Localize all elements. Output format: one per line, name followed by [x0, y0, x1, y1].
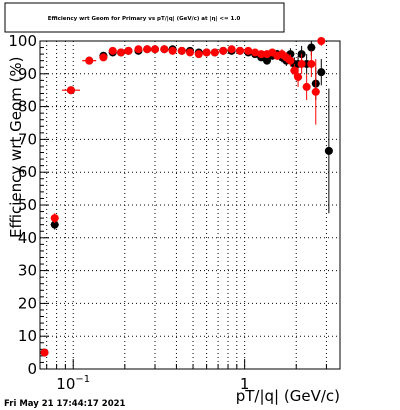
y-axis-title: Efficiency wrt Geom (%) — [7, 57, 25, 238]
data-point — [177, 46, 186, 55]
y-tick-label: 100 — [8, 32, 37, 50]
chart-title: Efficiency wrt Geom for Primary vs pT/|q… — [48, 16, 241, 22]
data-point — [307, 43, 316, 52]
data-point — [210, 48, 219, 57]
data-point — [50, 220, 59, 229]
data-point — [317, 68, 326, 77]
data-point — [257, 50, 266, 59]
y-tick-label: 60 — [18, 163, 37, 181]
data-series — [40, 37, 333, 357]
y-tick-label: 80 — [18, 98, 37, 116]
data-point — [168, 46, 177, 55]
x-axis-title: pT/|q| (GeV/c) — [236, 387, 340, 405]
data-point — [99, 53, 108, 62]
data-point — [297, 59, 306, 68]
title-box — [4, 2, 285, 33]
y-tick-label: 10 — [18, 327, 37, 345]
y-tick-label: 50 — [18, 196, 37, 214]
data-point — [108, 46, 117, 55]
data-point — [236, 46, 245, 55]
y-tick-label: 40 — [18, 229, 37, 247]
data-point — [160, 45, 169, 54]
data-point — [262, 56, 271, 65]
data-point — [290, 66, 299, 75]
data-point — [186, 48, 194, 57]
data-point — [40, 348, 49, 357]
y-tick-label: 30 — [18, 262, 37, 280]
data-point — [286, 56, 295, 65]
data-point — [244, 46, 253, 55]
y-tick-label: 20 — [18, 294, 37, 312]
x-tick-exponent: −1 — [75, 374, 90, 385]
data-point — [151, 45, 160, 54]
data-point — [202, 48, 211, 57]
y-tick-label: 90 — [18, 65, 37, 83]
data-point — [317, 37, 326, 45]
data-point — [311, 87, 320, 96]
data-point — [324, 146, 333, 155]
data-point — [302, 82, 311, 91]
x-tick-label: 10−1 — [56, 374, 90, 393]
y-tick-label: 0 — [27, 360, 37, 378]
y-tick-labels: 0 10 20 30 40 50 60 70 80 90 100 — [8, 32, 37, 378]
data-point — [50, 214, 59, 223]
data-point — [124, 46, 133, 55]
data-point — [251, 48, 260, 57]
data-point — [227, 45, 236, 54]
y-tick-label: 70 — [18, 130, 37, 148]
data-point — [117, 48, 126, 57]
data-point — [294, 73, 303, 82]
series-0 — [40, 41, 333, 357]
data-point — [307, 59, 316, 68]
data-point — [134, 45, 143, 54]
data-point — [143, 45, 152, 54]
grid-lines — [40, 41, 340, 369]
axis-ticks — [40, 40, 327, 370]
x-tick-labels: 10−1 1 — [56, 374, 249, 393]
x-tick-label: 1 — [240, 375, 250, 393]
data-point — [194, 50, 203, 59]
data-point — [219, 46, 228, 55]
series-1 — [40, 37, 326, 357]
timestamp: Fri May 21 17:44:17 2021 — [4, 399, 126, 409]
